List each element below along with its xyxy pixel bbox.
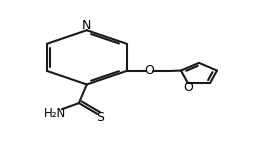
Text: O: O [144, 64, 154, 77]
Text: N: N [82, 19, 92, 32]
Text: S: S [96, 111, 104, 124]
Text: O: O [183, 81, 193, 94]
Text: H₂N: H₂N [44, 107, 66, 120]
